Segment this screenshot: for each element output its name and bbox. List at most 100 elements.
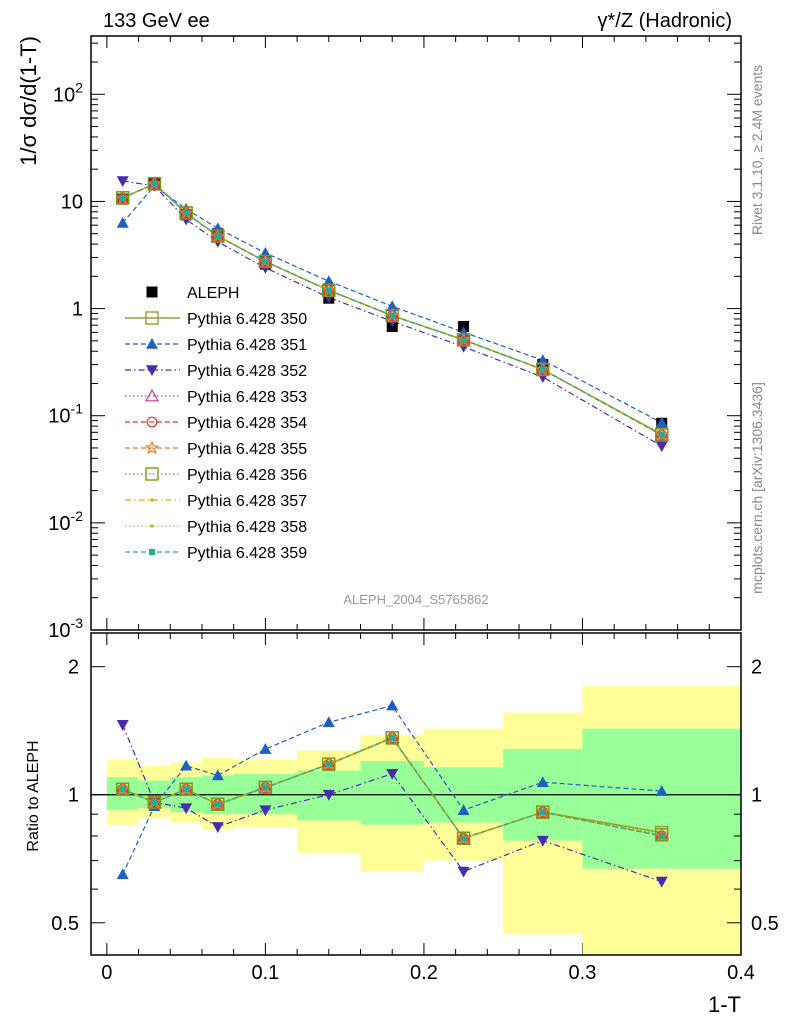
ratio-point xyxy=(460,835,467,842)
ratio-point xyxy=(536,835,549,847)
series-point xyxy=(325,287,332,294)
series-point xyxy=(658,432,665,439)
ratio-point xyxy=(386,699,399,711)
ratio-point xyxy=(655,785,668,796)
y-tick-label: 1 xyxy=(72,299,83,321)
legend-label: Pythia 6.428 357 xyxy=(187,493,307,510)
series-point xyxy=(385,308,399,323)
x-tick-label: 0.3 xyxy=(569,962,597,984)
series-point xyxy=(183,209,190,216)
series-point xyxy=(460,336,467,343)
ratio-point xyxy=(536,776,549,788)
legend-label: Pythia 6.428 352 xyxy=(187,363,307,380)
series-point xyxy=(322,283,336,298)
series-point xyxy=(655,428,669,442)
ratio-point xyxy=(211,769,224,781)
series-point xyxy=(539,366,546,373)
legend-marker xyxy=(145,467,159,481)
ratio-line xyxy=(122,704,662,875)
series-point xyxy=(116,191,130,205)
ratio-point xyxy=(180,759,193,771)
series-line xyxy=(122,180,663,447)
ratio-frame xyxy=(90,632,742,956)
series-point xyxy=(119,194,126,201)
ratio-point xyxy=(655,876,668,888)
y-tick-label: 102 xyxy=(53,79,83,106)
analysis-label: ALEPH_2004_S5765862 xyxy=(343,592,488,607)
ratio-point xyxy=(180,803,193,815)
series-point xyxy=(536,354,549,365)
legend-marker xyxy=(144,440,160,455)
ratio-line xyxy=(122,737,662,840)
series-line xyxy=(122,184,662,424)
ratio-point xyxy=(259,805,272,817)
series-point xyxy=(214,233,221,240)
legend-marker xyxy=(146,338,158,349)
series-point xyxy=(151,180,158,187)
ratio-y-tick-label: 1 xyxy=(68,785,79,807)
ratio-y-tick-label-right: 1 xyxy=(751,785,762,807)
ratio-y-axis-title: Ratio to ALEPH xyxy=(25,740,42,851)
ratio-point xyxy=(322,716,335,728)
ratio-point xyxy=(386,768,399,780)
series-point xyxy=(179,206,193,220)
ratio-point xyxy=(658,832,665,839)
ratio-line xyxy=(122,737,662,840)
legend-marker xyxy=(146,365,158,376)
ratio-point xyxy=(211,822,224,833)
series-point xyxy=(211,229,225,243)
ratio-point xyxy=(116,782,130,796)
ratio-point xyxy=(389,734,396,741)
series-point xyxy=(262,258,269,265)
main-y-axis-title: 1/σ dσ/d(1-T) xyxy=(16,36,41,166)
ratio-line xyxy=(122,724,662,883)
ratio-y-tick-label-right: 0.5 xyxy=(751,913,779,935)
process-title: γ*/Z (Hadronic) xyxy=(598,10,732,32)
ratio-point xyxy=(262,784,269,791)
legend-marker xyxy=(149,549,155,555)
series-point xyxy=(457,341,470,353)
energy-title: 133 GeV ee xyxy=(103,10,210,32)
legend-label: Pythia 6.428 359 xyxy=(187,545,307,562)
ratio-point xyxy=(258,780,273,795)
ratio-point xyxy=(456,831,471,845)
series-point xyxy=(456,333,471,347)
legend-data-marker xyxy=(146,286,158,298)
series-point xyxy=(147,177,162,191)
x-tick-label: 0.1 xyxy=(251,962,279,984)
ratio-point xyxy=(211,797,225,811)
x-axis-title: 1-T xyxy=(708,992,741,1017)
ratio-point xyxy=(147,795,162,809)
x-tick-label: 0.4 xyxy=(727,962,755,984)
series-line xyxy=(122,183,662,436)
uncertainty-band-inner xyxy=(582,728,741,869)
ratio-point xyxy=(116,868,129,880)
legend-label: Pythia 6.428 354 xyxy=(187,415,307,432)
ratio-point xyxy=(119,786,126,793)
legend-label: Pythia 6.428 358 xyxy=(187,519,307,536)
legend-marker xyxy=(150,498,154,502)
ratio-point xyxy=(457,804,470,815)
ratio-plot-panel: 0 0.1 0.2 0.3 0.4 1-T 0.5 0.5 1 1 2 2 Ratio to ALEPH xyxy=(25,632,779,1017)
y-tick-label: 10 xyxy=(61,191,83,213)
y-tick-label: 10-1 xyxy=(48,401,83,428)
legend-marker xyxy=(146,416,158,428)
ratio-point xyxy=(539,809,546,816)
legend-marker xyxy=(144,388,160,402)
ratio-point xyxy=(655,828,669,842)
series-point xyxy=(386,300,399,312)
ratio-point xyxy=(322,757,336,771)
ratio-point xyxy=(457,866,470,878)
main-frame xyxy=(90,35,742,631)
ratio-y-tick-label-right: 2 xyxy=(751,657,762,679)
series-point xyxy=(536,362,550,377)
ratio-point xyxy=(385,731,399,745)
legend-label: Pythia 6.428 350 xyxy=(187,311,307,328)
ratio-point xyxy=(259,743,272,754)
x-tick-label: 0.2 xyxy=(410,962,438,984)
legend-label: ALEPH xyxy=(187,285,239,302)
main-plot-panel: 102 10 1 10-1 10-2 10-3 1/σ dσ/d(1-T) xyxy=(16,35,742,955)
mcplots-label: mcplots.cern.ch [arXiv:1306.3436] xyxy=(749,382,765,594)
y-tick-label: 10-3 xyxy=(48,615,83,642)
